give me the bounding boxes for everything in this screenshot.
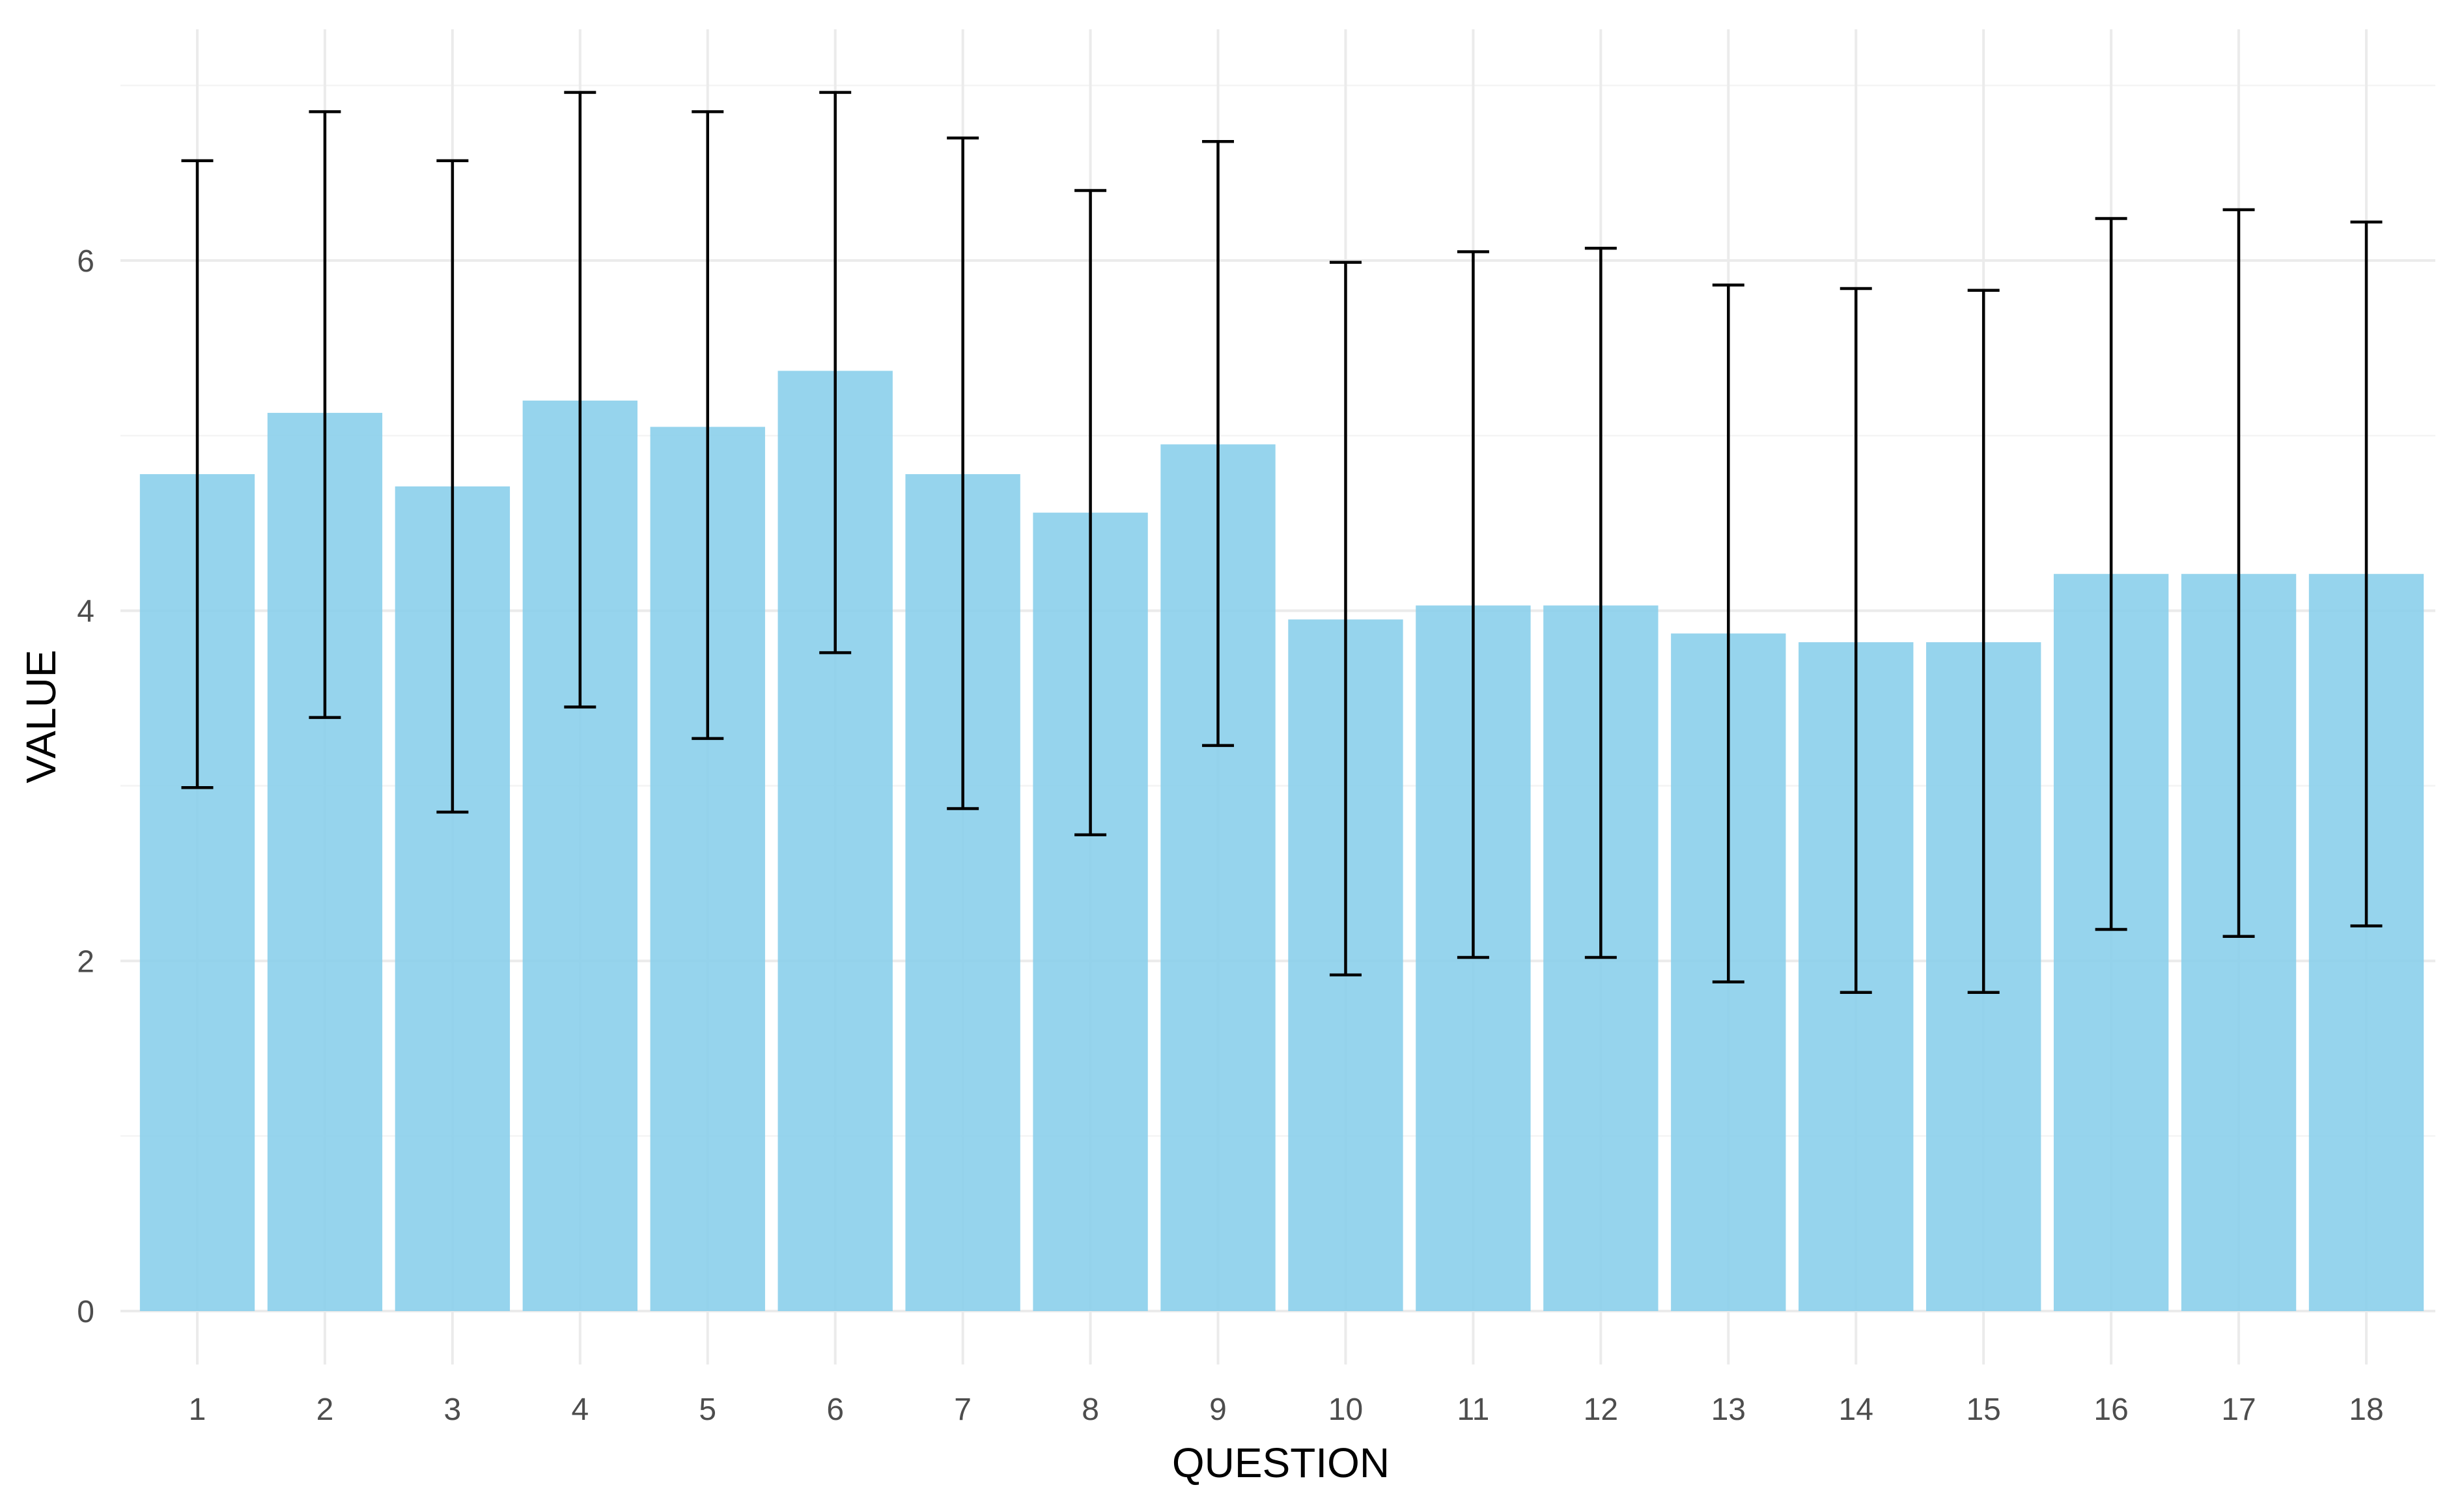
x-tick-label: 12 — [1584, 1392, 1618, 1427]
y-tick-label: 2 — [77, 944, 94, 979]
error-bar — [2350, 220, 2383, 927]
x-tick-label: 11 — [1457, 1392, 1489, 1427]
y-tick-label: 6 — [77, 244, 94, 279]
error-bar — [1202, 139, 1235, 747]
error-bar — [564, 91, 596, 709]
x-tick-labels: 1 2 3 4 5 6 7 8 9 10 11 12 13 14 15 16 17 18 — [189, 1392, 2384, 1427]
error-bar — [2095, 217, 2127, 931]
error-bar — [1329, 261, 1362, 977]
y-tick-labels: 0 2 4 6 — [77, 244, 94, 1329]
x-tick-label: 17 — [2221, 1392, 2256, 1427]
x-tick-label: 3 — [444, 1392, 462, 1427]
error-bar — [692, 110, 724, 741]
error-bar — [1457, 250, 1489, 959]
error-bar — [819, 91, 852, 655]
x-tick-label: 4 — [571, 1392, 589, 1427]
error-bar-layer — [181, 91, 2383, 994]
x-tick-label: 6 — [826, 1392, 844, 1427]
error-bar — [1967, 289, 2000, 994]
error-bar — [436, 159, 469, 814]
x-tick-label: 10 — [1328, 1392, 1363, 1427]
error-bar — [2222, 208, 2255, 938]
bar-layer — [139, 371, 2424, 1312]
error-bar — [1712, 283, 1744, 983]
error-bar — [1840, 287, 1872, 994]
x-tick-label: 8 — [1082, 1392, 1099, 1427]
error-bar — [1074, 189, 1107, 837]
x-tick-label: 13 — [1711, 1392, 1746, 1427]
x-tick-label: 9 — [1209, 1392, 1227, 1427]
x-tick-label: 1 — [189, 1392, 206, 1427]
x-axis-title: QUESTION — [1172, 1439, 1390, 1486]
y-axis-title: VALUE — [18, 649, 64, 783]
error-bar — [309, 110, 341, 719]
x-tick-label: 5 — [699, 1392, 716, 1427]
error-bar — [1584, 246, 1617, 959]
x-tick-label: 14 — [1839, 1392, 1873, 1427]
x-tick-label: 7 — [954, 1392, 972, 1427]
error-bar — [181, 159, 214, 789]
x-tick-label: 18 — [2349, 1392, 2383, 1427]
x-tick-label: 2 — [316, 1392, 334, 1427]
y-tick-label: 0 — [77, 1295, 94, 1329]
x-tick-label: 15 — [1966, 1392, 2000, 1427]
x-tick-label: 16 — [2093, 1392, 2128, 1427]
error-bar — [947, 136, 979, 810]
y-tick-label: 4 — [77, 595, 94, 629]
